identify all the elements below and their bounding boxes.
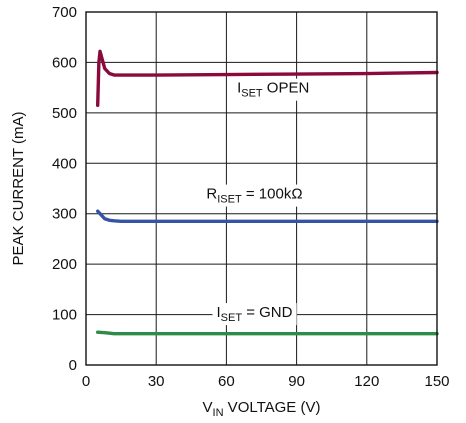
y-tick-label: 700 xyxy=(52,4,77,21)
y-tick-label: 500 xyxy=(52,105,77,122)
x-axis-title-text: VIN VOLTAGE (V) xyxy=(203,399,321,419)
series-line-3 xyxy=(96,330,439,336)
svg-text:ISET OPEN: ISET OPEN xyxy=(237,80,309,100)
y-tick-label: 200 xyxy=(52,256,77,273)
svg-text:RISET = 100kΩ: RISET = 100kΩ xyxy=(206,186,302,206)
series-lines xyxy=(96,49,439,336)
tick-labels: 0 30 60 90 120 150 0 100 200 300 400 500 600 700 xyxy=(52,4,450,390)
series-annotations: ISET OPEN RISET = 100kΩ ISET = GND xyxy=(202,78,314,326)
x-tick-label: 150 xyxy=(424,373,449,390)
svg-text:ISET = GND: ISET = GND xyxy=(216,304,292,324)
y-tick-label: 100 xyxy=(52,307,77,324)
plot-frame xyxy=(85,11,438,366)
y-tick-label: 400 xyxy=(52,155,77,172)
y-tick-label: 0 xyxy=(69,357,77,374)
x-tick-label: 0 xyxy=(82,373,90,390)
x-tick-label: 90 xyxy=(288,373,305,390)
series-annotation-3: ISET = GND xyxy=(212,303,297,326)
y-tick-label: 300 xyxy=(52,206,77,223)
series-line-1 xyxy=(96,49,439,107)
x-tick-label: 120 xyxy=(354,373,379,390)
series-annotation-1: ISET OPEN xyxy=(233,78,314,101)
x-tick-label: 60 xyxy=(218,373,235,390)
y-axis-title: PEAK CURRENT (mA) xyxy=(10,112,27,266)
series-line-2 xyxy=(96,209,439,223)
y-tick-label: 600 xyxy=(52,54,77,71)
x-tick-label: 30 xyxy=(148,373,165,390)
series-annotation-2: RISET = 100kΩ xyxy=(202,184,307,207)
x-axis-title: VIN VOLTAGE (V) xyxy=(203,399,321,419)
